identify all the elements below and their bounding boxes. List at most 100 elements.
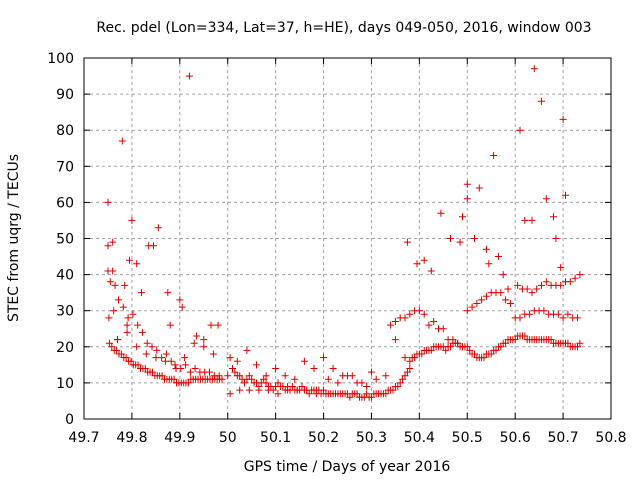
data-point [511, 336, 519, 344]
data-point [129, 310, 137, 318]
data-point [143, 339, 151, 347]
data-point [110, 307, 118, 315]
data-point [463, 343, 471, 351]
data-point [106, 278, 114, 286]
data-point [566, 278, 574, 286]
data-point [571, 274, 579, 282]
data-point [420, 310, 428, 318]
data-point [133, 260, 141, 268]
x-tick-label: 50.2 [308, 430, 339, 446]
data-point [104, 242, 112, 250]
data-point [320, 354, 327, 362]
data-point [478, 296, 486, 304]
data-point [502, 296, 510, 304]
data-point [166, 321, 174, 329]
data-point [557, 263, 565, 271]
data-point [576, 339, 584, 347]
data-point [540, 307, 548, 315]
data-point [559, 314, 567, 322]
data-point [191, 365, 199, 372]
data-point [494, 253, 502, 260]
y-axis-title: STEC from uqrg / TECUs [6, 154, 22, 322]
data-point [206, 368, 213, 376]
data-point [406, 365, 414, 372]
data-point [236, 372, 244, 380]
data-point [105, 339, 113, 347]
data-point [127, 357, 135, 365]
data-point [521, 332, 529, 340]
data-point [117, 350, 125, 358]
data-point [185, 72, 193, 80]
y-tick-label: 80 [56, 123, 74, 139]
data-point [229, 365, 236, 372]
data-point [391, 336, 399, 344]
data-point [463, 307, 471, 315]
data-point [226, 354, 234, 362]
data-point [200, 336, 208, 344]
data-point [557, 281, 565, 289]
data-point [303, 386, 311, 394]
data-point [231, 368, 239, 376]
x-tick-label: 50.8 [595, 430, 626, 446]
data-point [152, 354, 160, 362]
data-point [425, 321, 433, 329]
data-point [288, 383, 296, 390]
x-tick-label: 49.7 [68, 430, 99, 446]
data-point [576, 271, 584, 279]
data-point [310, 365, 318, 372]
data-point [284, 386, 292, 394]
data-point [164, 289, 172, 297]
data-point [562, 191, 569, 199]
data-point [193, 332, 201, 340]
data-point [463, 195, 471, 203]
data-point [148, 343, 156, 351]
data-point [382, 372, 390, 380]
data-point [497, 343, 505, 351]
data-point [324, 375, 332, 383]
data-point [363, 390, 371, 398]
data-point [245, 386, 253, 394]
data-point [344, 372, 351, 380]
data-point [499, 271, 507, 279]
data-point [207, 321, 215, 329]
y-tick-label: 20 [56, 340, 74, 356]
data-point [320, 386, 327, 394]
x-tick-label: 50.3 [356, 430, 387, 446]
data-point [396, 379, 404, 387]
data-point [538, 281, 545, 289]
data-point [226, 390, 234, 398]
data-point [153, 346, 161, 354]
data-point [312, 390, 320, 398]
data-point [542, 278, 550, 286]
data-point [149, 368, 156, 376]
data-points [104, 65, 584, 401]
x-tick-label: 50.5 [452, 430, 483, 446]
data-point [372, 375, 380, 383]
data-point [128, 216, 136, 224]
data-point [215, 372, 223, 380]
data-point [413, 260, 421, 268]
data-point [564, 310, 572, 318]
data-point [126, 256, 133, 264]
data-point [471, 350, 478, 358]
data-point [382, 390, 390, 398]
data-point [300, 357, 308, 365]
data-point [121, 281, 129, 289]
data-point [253, 361, 260, 369]
data-point [176, 296, 184, 304]
data-point [150, 242, 157, 250]
data-point [415, 307, 423, 315]
y-tick-label: 0 [65, 412, 74, 428]
data-point [108, 343, 116, 351]
data-point [109, 267, 117, 275]
data-point [387, 321, 395, 329]
data-point [516, 314, 524, 322]
data-point [411, 354, 419, 362]
data-point [574, 343, 581, 351]
y-tick-label: 30 [56, 304, 74, 320]
data-point [459, 213, 466, 221]
data-point [401, 372, 409, 380]
data-point [368, 368, 375, 376]
data-point [109, 238, 117, 246]
